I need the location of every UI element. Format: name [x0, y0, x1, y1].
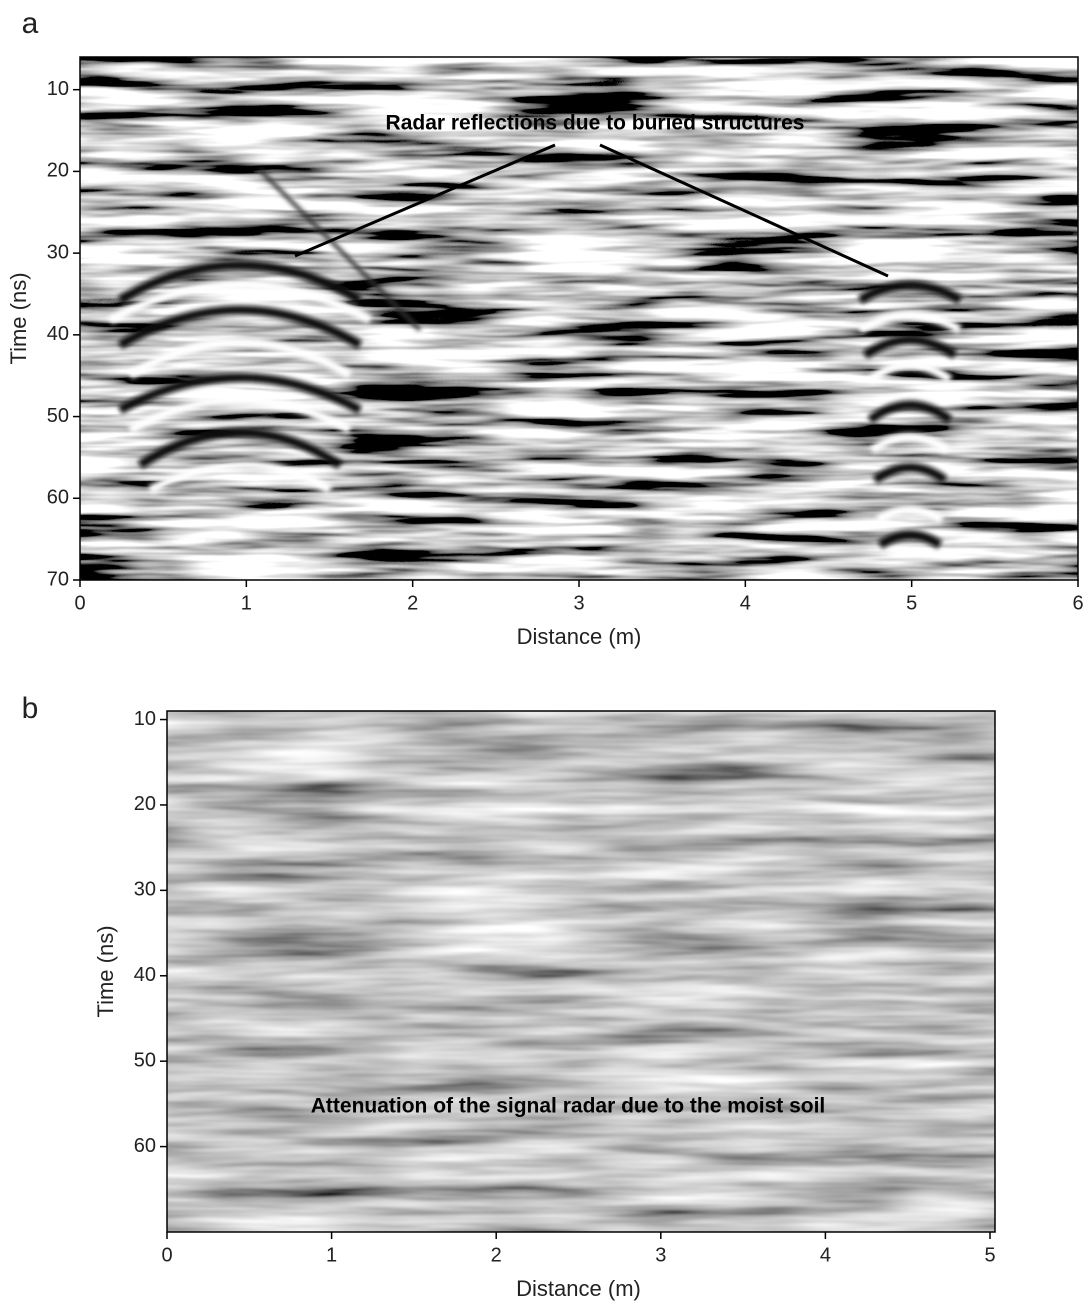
x-tick-label: 0 [74, 592, 85, 614]
x-tick-label: 4 [740, 592, 751, 614]
x-tick-label: 3 [573, 592, 584, 614]
y-tick-label: 60 [134, 1135, 156, 1157]
y-tick-label: 50 [47, 405, 69, 427]
y-tick-label: 40 [47, 323, 69, 345]
x-tick-label: 4 [820, 1244, 831, 1266]
y-axis-label: Time (ns) [93, 925, 118, 1017]
x-tick-label: 2 [407, 592, 418, 614]
annotation: Radar reflections due to buried structur… [386, 112, 805, 135]
y-tick-label: 30 [134, 879, 156, 901]
x-tick-label: 1 [326, 1244, 337, 1266]
y-tick-label: 10 [47, 78, 69, 100]
panel-label: b [22, 692, 39, 725]
y-tick-label: 10 [134, 708, 156, 730]
y-tick-label: 60 [47, 487, 69, 509]
x-tick-label: 1 [241, 592, 252, 614]
y-tick-label: 70 [47, 568, 69, 590]
y-tick-label: 30 [47, 241, 69, 263]
x-axis-label: Distance (m) [516, 1276, 641, 1301]
annotation: Attenuation of the signal radar due to t… [311, 1095, 826, 1118]
x-axis-label: Distance (m) [517, 624, 642, 649]
x-tick-label: 5 [906, 592, 917, 614]
radargram [167, 711, 995, 1232]
x-tick-label: 0 [161, 1244, 172, 1266]
panel-label: a [22, 7, 39, 40]
x-tick-label: 3 [655, 1244, 666, 1266]
plot-frame [166, 710, 996, 1233]
y-tick-label: 20 [47, 160, 69, 182]
pointer [294, 143, 556, 258]
reflections [107, 168, 963, 549]
y-axis-label: Time (ns) [6, 272, 31, 364]
y-tick-label: 40 [134, 964, 156, 986]
y-tick-label: 20 [134, 793, 156, 815]
x-tick-label: 2 [491, 1244, 502, 1266]
x-tick-label: 6 [1072, 592, 1083, 614]
x-tick-label: 5 [984, 1244, 995, 1266]
pointer [599, 143, 889, 278]
y-tick-label: 50 [134, 1049, 156, 1071]
